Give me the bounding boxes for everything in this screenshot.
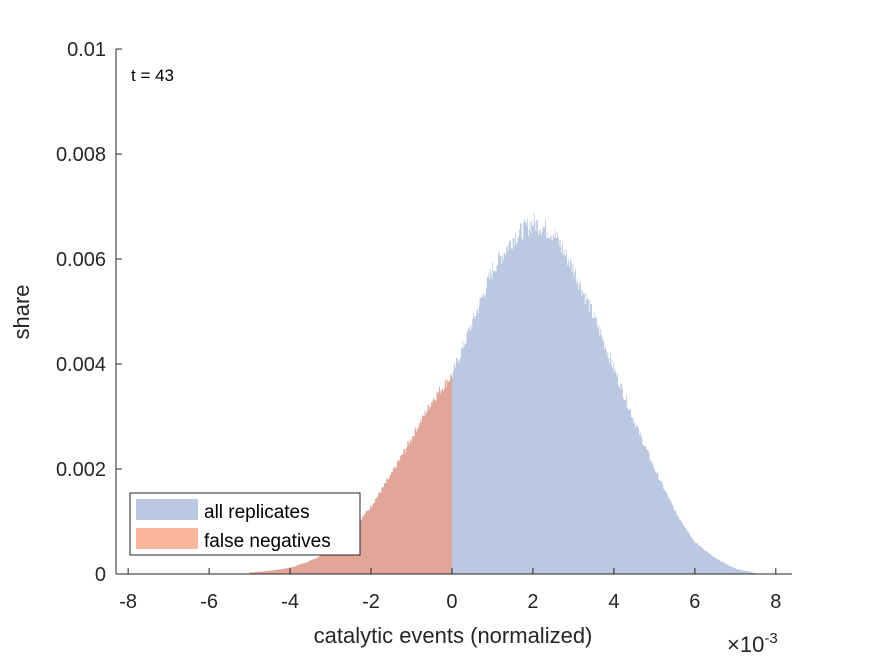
x-tick-label: 0 xyxy=(446,591,457,613)
x-exponent-label: ×10-3 xyxy=(727,630,778,656)
exponent-base: ×10 xyxy=(727,632,764,656)
x-tick-label: -2 xyxy=(362,591,380,613)
y-tick-label: 0.008 xyxy=(56,144,106,166)
svg-text:×10-3: ×10-3 xyxy=(727,630,778,656)
y-axis-title: share xyxy=(9,284,34,339)
y-tick-label: 0.006 xyxy=(56,249,106,271)
x-tick-label: 2 xyxy=(527,591,538,613)
x-tick-label: 6 xyxy=(689,591,700,613)
x-axis-title: catalytic events (normalized) xyxy=(314,623,593,648)
series-false-negatives-area xyxy=(249,373,452,574)
x-axis-ticks: -8 -6 -4 -2 0 2 4 6 8 xyxy=(119,568,781,613)
axes: -8 -6 -4 -2 0 2 4 6 8 0 0.002 0.004 0.006 0.008 0.01 xyxy=(56,39,792,613)
x-tick-label: 4 xyxy=(608,591,619,613)
y-axis-ticks: 0 0.002 0.004 0.006 0.008 0.01 xyxy=(56,39,122,586)
x-tick-label: 8 xyxy=(770,591,781,613)
legend-swatch-false-negatives xyxy=(136,528,198,549)
legend: all replicates false negatives xyxy=(129,492,361,556)
y-tick-label: 0 xyxy=(95,564,106,586)
legend-swatch-all-replicates xyxy=(136,499,198,520)
legend-label-all-replicates: all replicates xyxy=(204,502,310,523)
x-tick-label: -4 xyxy=(281,591,299,613)
y-tick-label: 0.002 xyxy=(56,459,106,481)
series-all-replicates-area xyxy=(249,213,756,574)
y-tick-label: 0.01 xyxy=(67,39,106,61)
exponent-power: -3 xyxy=(764,630,777,647)
histogram-bars xyxy=(249,213,756,574)
y-tick-label: 0.004 xyxy=(56,354,106,376)
time-annotation: t = 43 xyxy=(131,66,174,85)
x-tick-label: -8 xyxy=(119,591,137,613)
x-tick-label: -6 xyxy=(200,591,218,613)
legend-label-false-negatives: false negatives xyxy=(204,531,331,552)
